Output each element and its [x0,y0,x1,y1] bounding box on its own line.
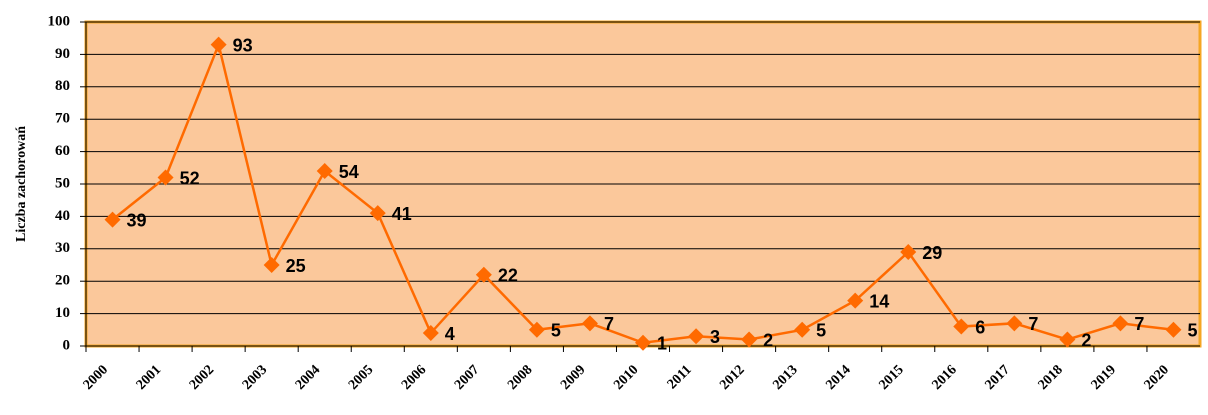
data-label: 6 [975,317,985,337]
data-label: 2 [763,330,773,350]
x-tick-label: 2003 [240,362,270,392]
data-label: 7 [1134,314,1144,334]
marker [210,36,227,53]
marker [1006,315,1023,332]
marker [104,211,121,228]
marker [688,328,705,345]
data-label: 14 [869,291,889,311]
data-label: 25 [286,256,306,276]
y-axis-label: Liczba zachorowań [14,126,29,242]
x-tick-label: 2001 [134,362,164,392]
y-tick-label: 20 [55,273,70,289]
marker [1059,331,1076,348]
data-label: 5 [1187,321,1197,341]
y-tick-label: 0 [63,337,71,353]
x-tick-label: 2008 [505,362,535,392]
marker [475,266,492,283]
data-label: 41 [392,204,412,224]
x-tick-label: 2007 [452,362,482,392]
x-tick-label: 2004 [293,362,323,392]
marker [528,321,545,338]
x-tick-label: 2013 [770,362,800,392]
marker [581,315,598,332]
y-tick-label: 80 [55,78,70,94]
x-tick-label: 2010 [611,362,641,392]
x-tick-label: 2016 [929,362,959,392]
x-tick-label: 2005 [346,362,376,392]
x-tick-label: 2017 [983,362,1013,392]
x-tick-label: 2019 [1089,362,1119,392]
x-tick-label: 2014 [823,362,853,392]
y-tick-label: 50 [55,175,70,191]
data-label: 3 [710,327,720,347]
x-tick-label: 2015 [876,362,906,392]
y-tick-label: 70 [55,111,70,127]
y-tick-label: 60 [55,143,70,159]
data-label: 39 [127,210,147,230]
data-label: 29 [922,243,942,263]
marker [953,318,970,335]
marker [847,292,864,309]
marker [794,321,811,338]
data-label: 2 [1081,330,1091,350]
marker [422,325,439,342]
y-tick-label: 90 [55,46,70,62]
y-tick-label: 40 [55,208,70,224]
x-tick-label: 2012 [717,362,747,392]
x-tick-label: 2006 [399,362,429,392]
marker [635,334,651,351]
x-tick-label: 2009 [558,362,588,392]
x-tick-label: 2000 [81,362,111,392]
marker [316,163,333,180]
data-label: 52 [180,168,200,188]
marker [263,257,280,273]
marker [369,205,386,222]
y-tick-label: 100 [48,13,71,29]
marker [900,244,917,261]
data-label: 54 [339,162,359,182]
data-label: 93 [233,35,253,55]
x-tick-label: 2020 [1142,362,1172,392]
data-label: 22 [498,265,518,285]
y-tick-label: 30 [55,240,70,256]
data-label: 4 [445,324,455,344]
marker [741,331,758,348]
x-tick-label: 2002 [187,362,217,392]
x-tick-label: 2018 [1036,362,1066,392]
marker [1165,321,1182,338]
data-label: 5 [551,321,561,341]
data-label: 5 [816,321,826,341]
data-label: 1 [657,334,667,354]
marker [1112,315,1129,332]
y-tick-label: 10 [55,305,70,321]
data-label: 7 [1028,314,1038,334]
x-tick-label: 2011 [665,362,695,392]
data-label: 7 [604,314,614,334]
marker [157,169,174,186]
